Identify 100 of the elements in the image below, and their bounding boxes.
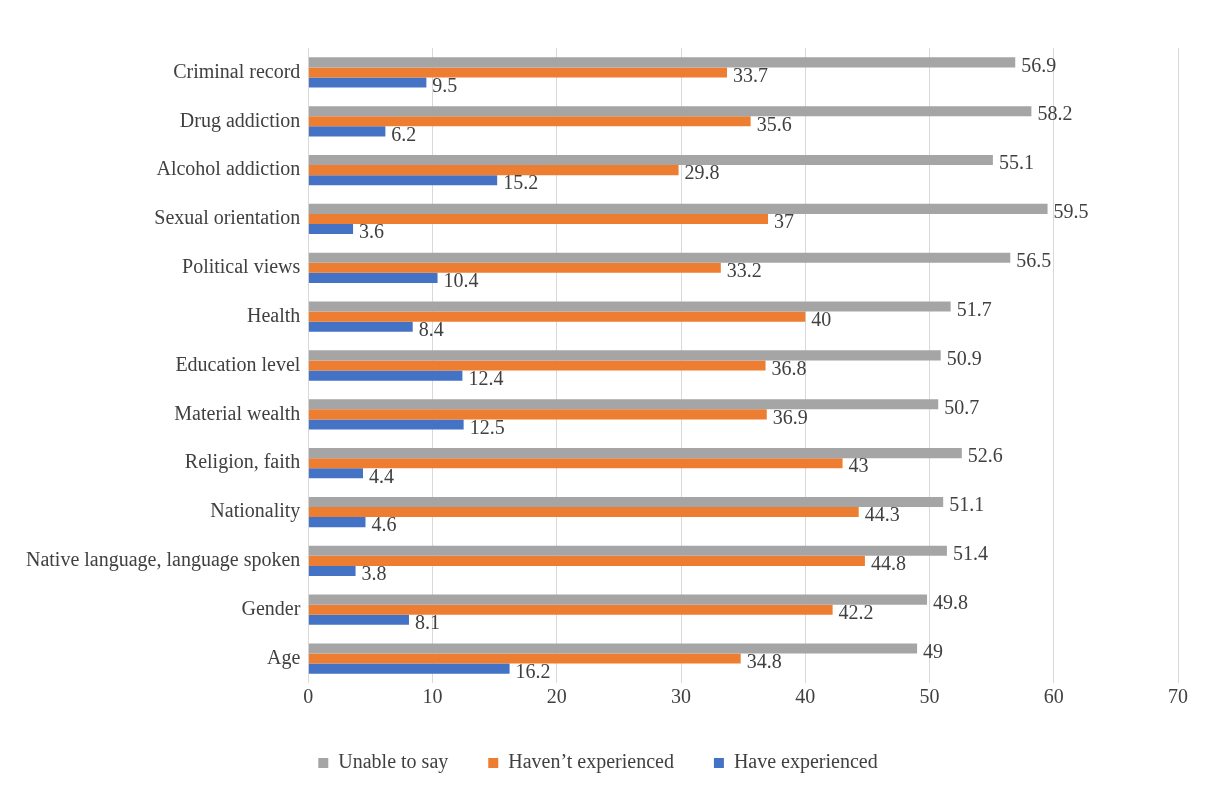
x-tick-label: 50 — [919, 685, 940, 708]
data-label: 3.8 — [361, 562, 387, 585]
x-tick-label: 30 — [671, 685, 692, 708]
bar — [308, 419, 464, 430]
data-label: 59.5 — [1053, 200, 1089, 223]
y-tick-label: Nationality — [210, 499, 301, 523]
bar — [308, 496, 944, 507]
bar — [308, 370, 463, 381]
data-label: 56.5 — [1016, 248, 1052, 271]
y-tick-label: Criminal record — [173, 59, 301, 82]
data-label: 58.2 — [1037, 102, 1073, 125]
bar — [308, 653, 741, 664]
bar — [308, 350, 941, 361]
bar — [308, 448, 962, 459]
bar — [308, 517, 366, 528]
bar — [308, 458, 843, 469]
bar — [308, 77, 427, 88]
y-tick-label: Gender — [241, 596, 301, 619]
data-label: 50.9 — [946, 346, 982, 369]
bar — [308, 67, 728, 78]
data-label: 56.9 — [1021, 53, 1057, 76]
data-label: 44.8 — [870, 552, 906, 575]
data-label: 51.4 — [952, 542, 988, 565]
data-label: 34.8 — [746, 649, 782, 672]
bar — [308, 360, 766, 371]
data-label: 4.4 — [369, 464, 395, 487]
data-label: 33.2 — [726, 259, 762, 282]
bar — [308, 468, 364, 479]
data-label: 29.8 — [684, 161, 720, 184]
x-tick-label: 10 — [422, 685, 443, 708]
data-label: 51.7 — [956, 297, 992, 320]
bar — [308, 165, 679, 176]
data-label: 8.4 — [418, 318, 444, 340]
bar — [308, 262, 721, 273]
data-label: 49.8 — [933, 590, 969, 613]
bar — [308, 252, 1011, 263]
data-label: 33.7 — [733, 63, 769, 86]
data-label: 9.5 — [432, 73, 458, 96]
y-tick-label: Native language, language spoken — [25, 548, 301, 572]
x-tick-label: 40 — [795, 685, 816, 708]
data-label: 6.2 — [391, 122, 417, 145]
bar — [308, 604, 833, 615]
bar — [308, 565, 356, 577]
data-label: 55.1 — [998, 151, 1034, 174]
bar — [308, 175, 498, 186]
data-label: 15.2 — [503, 171, 539, 194]
bar — [308, 224, 354, 235]
bar — [308, 116, 751, 127]
x-tick-label: 0 — [303, 685, 314, 708]
bar — [308, 203, 1048, 214]
bar — [308, 506, 859, 518]
y-tick-label: Religion, faith — [184, 450, 301, 474]
bar — [308, 213, 769, 225]
data-label: 44.3 — [864, 503, 900, 526]
bar — [308, 399, 939, 410]
bar — [308, 311, 806, 322]
y-tick-label: Education level — [175, 352, 301, 375]
data-label: 50.7 — [944, 395, 980, 418]
bar — [308, 555, 865, 566]
data-label: 36.9 — [772, 405, 808, 428]
x-tick-label: 70 — [1168, 685, 1188, 708]
data-label: 40 — [811, 307, 832, 330]
bar — [308, 126, 386, 137]
data-label: 16.2 — [515, 659, 551, 682]
data-label: 36.8 — [771, 356, 807, 379]
x-tick-label: 60 — [1043, 685, 1064, 708]
bar — [308, 154, 993, 166]
data-label: 37 — [774, 210, 795, 233]
y-tick-label: Political views — [182, 255, 301, 278]
data-label: 4.6 — [371, 513, 397, 536]
legend-label: Haven’t experienced — [508, 750, 674, 774]
bar — [308, 643, 918, 654]
data-label: 52.6 — [967, 444, 1003, 467]
data-label: 12.4 — [468, 366, 504, 389]
data-label: 3.6 — [359, 220, 385, 243]
bar — [308, 57, 1016, 68]
bar — [308, 106, 1032, 117]
data-label: 10.4 — [443, 269, 479, 292]
y-tick-label: Age — [267, 645, 301, 669]
bar — [308, 594, 928, 605]
legend-label: Have experienced — [733, 750, 878, 774]
y-tick-label: Health — [247, 303, 301, 326]
y-tick-label: Drug addiction — [179, 108, 301, 132]
y-tick-label: Sexual orientation — [154, 206, 301, 229]
data-label: 42.2 — [838, 600, 874, 623]
y-tick-label: Material wealth — [174, 401, 301, 424]
data-label: 51.1 — [949, 493, 985, 516]
data-label: 43 — [848, 454, 869, 477]
data-label: 49 — [923, 639, 944, 662]
bar — [308, 321, 413, 332]
data-label: 35.6 — [756, 112, 792, 135]
data-label: 12.5 — [469, 415, 505, 438]
y-tick-label: Alcohol addiction — [156, 157, 301, 180]
legend-label: Unable to say — [338, 750, 449, 774]
bar — [308, 545, 947, 556]
bar — [308, 272, 438, 283]
bar — [308, 301, 951, 312]
bar — [308, 409, 767, 420]
x-tick-label: 20 — [546, 685, 567, 708]
data-label: 8.1 — [414, 611, 440, 634]
